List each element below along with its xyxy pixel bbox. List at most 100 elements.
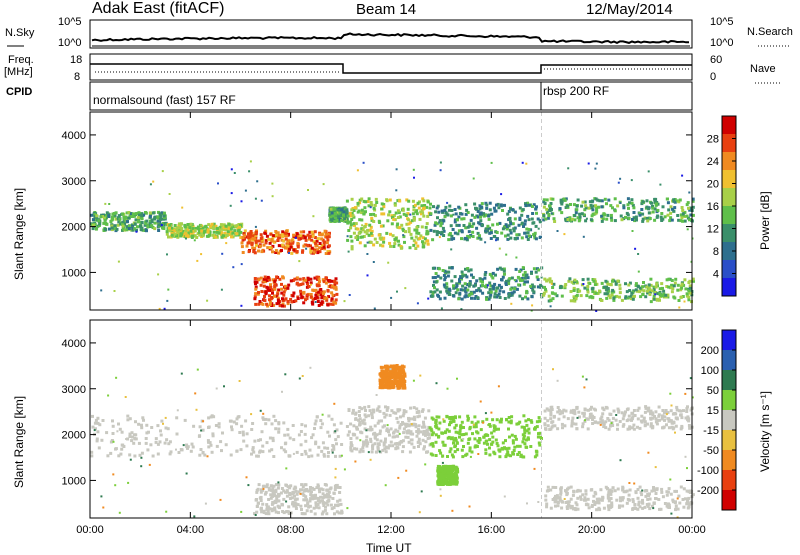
data-cell [531,205,534,208]
data-cell [644,405,647,408]
data-cell [394,372,397,375]
data-cell [380,366,383,369]
data-cell [306,294,309,297]
data-cell [437,474,440,477]
data-cell [543,422,546,425]
data-cell [461,298,464,301]
data-cell [647,207,650,210]
data-cell [274,501,277,504]
data-cell [632,206,635,209]
data-cell [496,223,499,226]
data-cell [507,234,510,237]
data-cell [567,504,570,507]
data-cell [248,234,251,237]
data-cell [267,512,270,515]
data-cell [416,435,419,438]
data-cell [257,303,260,306]
scatter-cell [409,214,411,216]
data-cell [587,503,590,506]
data-cell [549,207,552,210]
data-cell [231,428,234,431]
data-cell [647,407,650,410]
data-cell [327,290,330,293]
data-cell [449,483,452,486]
data-cell [583,415,586,418]
data-cell [454,208,457,211]
data-cell [269,246,272,249]
data-cell [674,508,677,511]
data-cell [185,445,188,448]
scatter-cell [669,479,671,481]
scatter-cell [370,459,372,461]
data-cell [320,302,323,305]
data-cell [251,422,254,425]
data-cell [253,297,256,300]
data-cell [336,504,339,507]
scatter-cell [628,482,630,484]
data-cell [120,448,123,451]
data-cell [521,222,524,225]
data-cell [358,414,361,417]
data-cell [334,488,337,491]
data-cell [293,278,296,281]
data-cell [488,447,491,450]
data-cell [416,415,419,418]
scatter-cell [396,168,398,170]
data-cell [437,465,440,468]
data-cell [435,424,438,427]
data-cell [447,238,450,241]
scatter-cell [202,420,204,422]
data-cell [626,212,629,215]
data-cell [277,299,280,302]
data-cell [290,243,293,246]
data-cell [300,423,303,426]
data-cell [429,207,432,210]
data-cell [426,215,429,218]
scatter-cell [273,242,275,244]
data-cell [494,425,497,428]
data-cell [606,292,609,295]
data-cell [487,215,490,218]
data-cell [464,203,467,206]
scatter-cell [200,224,202,226]
data-cell [161,227,164,230]
data-cell [508,217,511,220]
data-cell [132,442,135,445]
scatter-cell [346,507,348,509]
data-cell [171,234,174,237]
data-cell [269,437,272,440]
scatter-cell [632,230,634,232]
data-cell [350,208,353,211]
data-cell [419,234,422,237]
data-cell [149,443,152,446]
data-cell [518,295,521,298]
data-cell [449,416,452,419]
scatter-cell [493,288,495,290]
data-cell [556,427,559,430]
data-cell [318,280,321,283]
data-cell [485,207,488,210]
data-cell [362,213,365,216]
data-cell [293,248,296,251]
data-cell [281,305,284,308]
data-cell [230,425,233,428]
data-cell [260,250,263,253]
data-cell [255,231,258,234]
data-cell [272,437,275,440]
data-cell [496,418,499,421]
data-cell [339,499,342,502]
scatter-cell [197,369,199,371]
data-cell [357,228,360,231]
data-cell [643,289,646,292]
data-cell [165,438,168,441]
scatter-cell [586,218,588,220]
data-cell [402,445,405,448]
data-cell [391,374,394,377]
data-cell [378,405,381,408]
data-cell [436,415,439,418]
data-cell [372,433,375,436]
scatter-cell [442,418,444,420]
data-cell [181,448,184,451]
data-cell [296,250,299,253]
data-cell [512,453,515,456]
